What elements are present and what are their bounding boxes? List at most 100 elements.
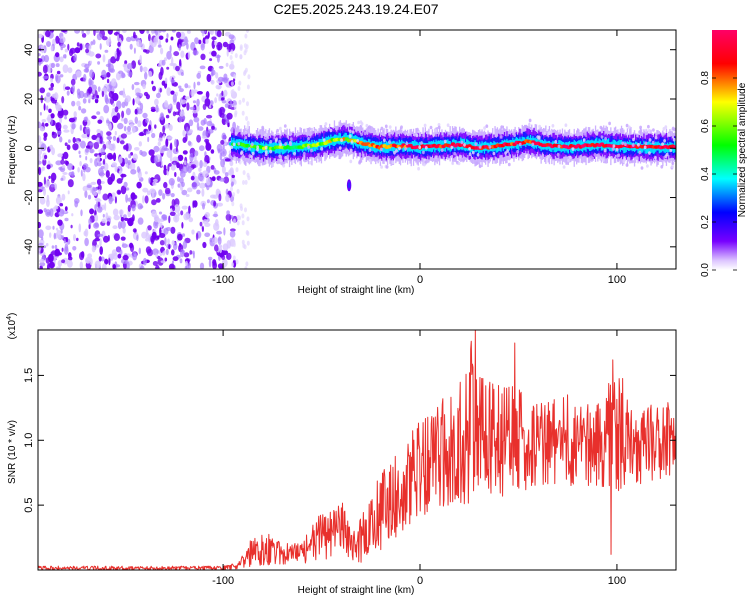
noise-blob [148,177,151,184]
noise-blob [190,89,195,97]
noise-blob [157,137,163,142]
noise-blob [74,30,81,34]
halo-speck [434,128,437,133]
halo-speck [460,140,464,145]
noise-blob [61,235,64,240]
noise-blob [38,71,42,77]
colorbar-tick-label: 0.0 [700,263,711,277]
colorbar-tick-label: 0.6 [700,119,711,133]
halo-speck [233,125,237,129]
noise-blob [84,190,88,199]
noise-blob [148,149,155,156]
noise-blob [142,112,148,119]
noise-blob [128,153,132,159]
noise-blob [191,229,195,235]
noise-blob [167,104,172,110]
noise-blob [166,50,172,60]
noise-blob [195,104,200,112]
noise-blob [177,233,183,241]
noise-blob [127,204,131,212]
noise-blob [185,194,190,197]
noise-blob [246,120,250,126]
noise-blob [153,145,160,153]
halo-speck [276,128,279,133]
noise-blob [132,228,137,233]
halo-speck [648,138,652,142]
noise-blob [113,215,120,221]
noise-blob [84,237,89,247]
noise-blob [121,110,125,119]
noise-blob [221,165,226,174]
noise-blob [225,62,229,67]
noise-blob [48,175,51,179]
colorbar-gradient [712,30,737,270]
noise-blob [132,251,138,261]
halo-speck [443,139,447,144]
noise-blob [189,250,193,255]
noise-blob [226,112,233,120]
noise-blob [222,77,230,81]
halo-speck [423,123,427,128]
halo-speck [233,157,236,161]
halo-speck [338,155,342,160]
noise-blob [216,143,223,152]
noise-blob [51,178,55,184]
noise-blob [146,30,150,34]
halo-speck [395,149,398,153]
noise-blob [163,164,167,171]
noise-blob [178,44,181,51]
noise-blob [158,30,162,33]
ridge-cell [270,142,272,152]
noise-blob [243,71,246,77]
noise-blob [139,54,142,64]
noise-blob [205,91,210,99]
noise-blob [179,31,186,41]
noise-blob [127,159,131,166]
noise-blob [112,208,119,217]
noise-blob [204,35,210,40]
halo-speck [358,153,362,157]
noise-blob [74,200,79,208]
halo-speck [664,154,668,158]
noise-blob [99,246,103,255]
halo-speck [422,150,425,155]
ridge-cell [345,132,347,142]
spectrogram-x-label: Height of straight line (km) [298,285,415,296]
noise-blob [183,252,190,258]
noise-blob [222,41,228,48]
halo-speck [365,131,369,135]
noise-blob [93,191,98,196]
noise-blob [151,132,156,139]
noise-blob [171,30,176,33]
halo-speck [282,164,286,168]
noise-blob [107,136,112,141]
noise-blob [222,144,225,150]
noise-blob [55,122,62,131]
noise-blob [226,252,232,260]
halo-speck [440,148,444,153]
noise-blob [147,136,150,143]
halo-speck [307,145,310,149]
noise-blob [219,113,225,118]
noise-blob [99,136,103,144]
noise-blob [155,264,160,269]
noise-blob [39,126,45,132]
noise-blob [59,117,63,124]
noise-blob [100,130,104,136]
noise-blob [154,124,157,129]
noise-blob [237,86,241,91]
noise-blob [183,213,190,221]
noise-blob [96,129,101,134]
noise-blob [180,248,185,258]
noise-blob [144,195,149,204]
halo-speck [457,161,461,166]
noise-blob [111,107,116,114]
noise-blob [174,138,178,148]
halo-speck [551,124,555,128]
noise-blob [219,246,223,254]
noise-blob [125,143,129,152]
noise-blob [152,178,158,183]
halo-speck [562,165,566,169]
noise-blob [50,77,53,83]
noise-blob [117,41,121,47]
